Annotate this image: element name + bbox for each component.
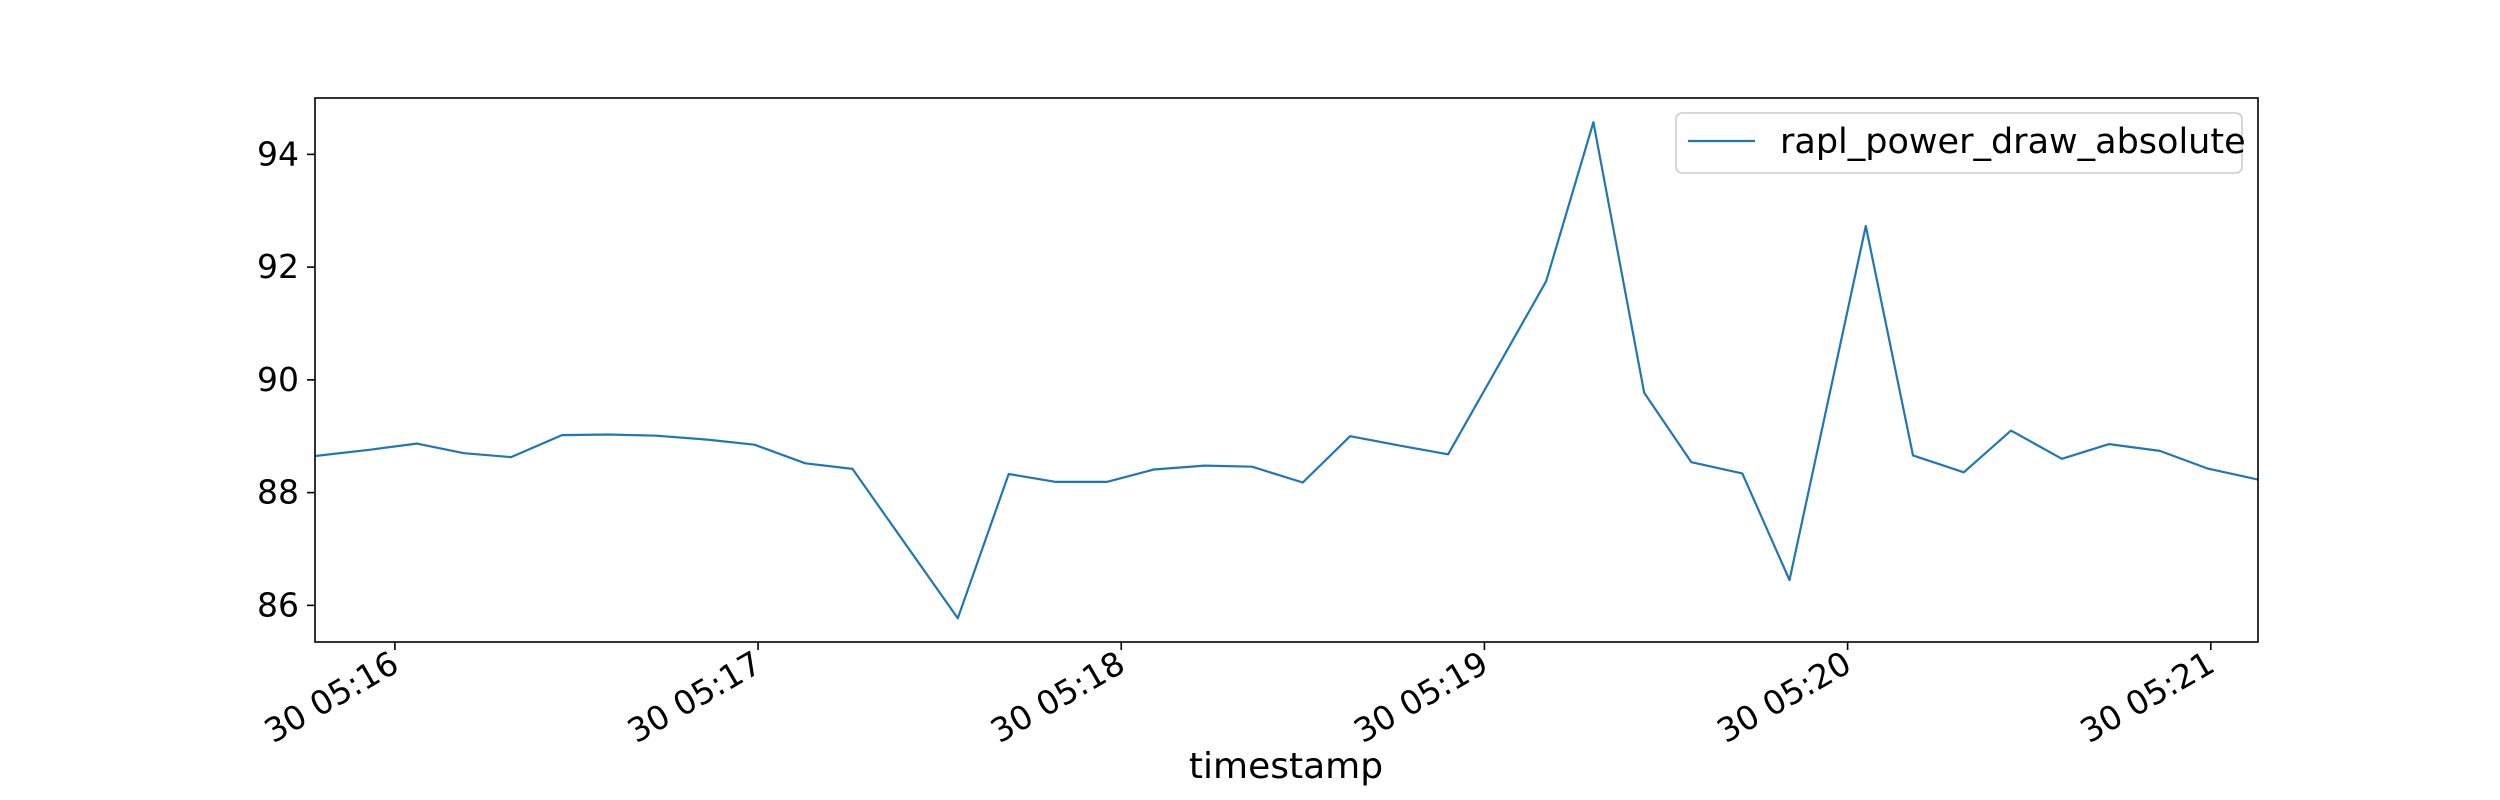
legend: rapl_power_draw_absolute	[1675, 112, 2246, 174]
y-tick-label: 90	[257, 360, 299, 399]
x-tick-label: 30 05:21	[2073, 643, 2220, 751]
x-tick-label: 30 05:20	[1710, 643, 1857, 751]
y-tick-label: 88	[257, 473, 299, 512]
y-tick-label: 92	[257, 247, 299, 286]
legend-entry-rapl-power-draw-absolute: rapl_power_draw_absolute	[1780, 122, 2246, 162]
legend-box	[1675, 112, 2243, 174]
x-axis-label: timestamp	[1189, 746, 1383, 787]
y-tick-label: 94	[257, 134, 299, 173]
plot-area-frame	[314, 97, 2259, 643]
x-axis-ticks: 30 05:16 30 05:17 30 05:18 30 05:19 30 05:20…	[258, 642, 2221, 751]
series-line-rapl-power-draw-absolute	[314, 121, 2259, 620]
y-tick-label: 86	[257, 585, 299, 624]
y-axis-ticks: 86 88 90 92 94	[257, 134, 315, 624]
x-tick-label: 30 05:17	[621, 643, 768, 751]
x-tick-label: 30 05:16	[258, 643, 405, 751]
x-tick-label: 30 05:18	[984, 643, 1131, 751]
series-layer	[314, 121, 2259, 620]
x-tick-label: 30 05:19	[1347, 643, 1494, 751]
